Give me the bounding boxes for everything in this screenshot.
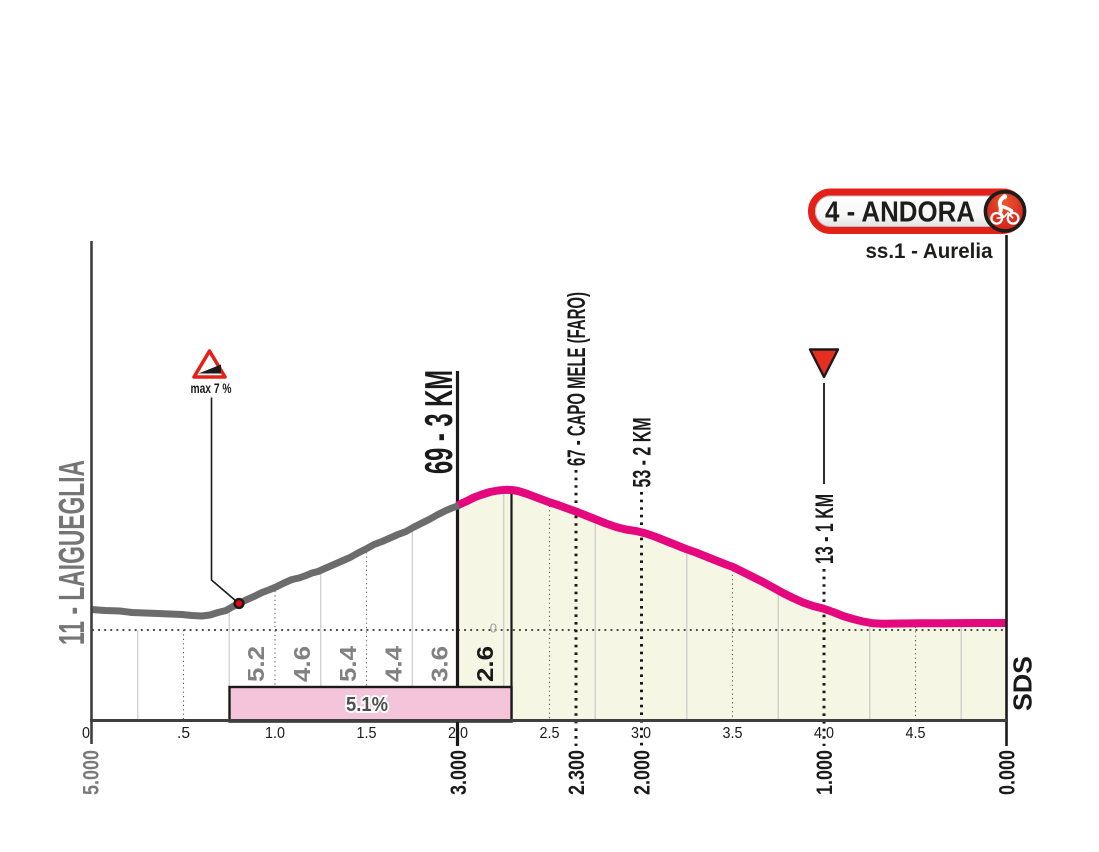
svg-text:2.5: 2.5 — [540, 725, 560, 742]
svg-text:4.5: 4.5 — [906, 725, 926, 742]
svg-text:5.1%: 5.1% — [346, 694, 388, 716]
svg-text:3.6: 3.6 — [426, 646, 452, 682]
svg-text:5.2: 5.2 — [243, 646, 269, 682]
svg-text:53 - 2 KM: 53 - 2 KM — [629, 418, 657, 488]
svg-text:3.000: 3.000 — [446, 750, 471, 795]
svg-text:max 7 %: max 7 % — [191, 381, 232, 396]
svg-text:4 - ANDORA: 4 - ANDORA — [825, 197, 975, 229]
svg-text:5.4: 5.4 — [335, 646, 361, 682]
svg-text:69 - 3 KM: 69 - 3 KM — [418, 370, 461, 474]
svg-text:4.4: 4.4 — [381, 646, 407, 682]
svg-text:.5: .5 — [177, 725, 190, 742]
svg-text:0.000: 0.000 — [995, 750, 1020, 795]
svg-text:5.000: 5.000 — [79, 750, 104, 795]
svg-text:2.000: 2.000 — [630, 750, 655, 795]
svg-text:ss.1 - Aurelia: ss.1 - Aurelia — [866, 240, 993, 263]
svg-text:2.300: 2.300 — [564, 750, 589, 795]
svg-text:1.000: 1.000 — [812, 750, 837, 795]
svg-text:67 - CAPO MELE (FARO): 67 - CAPO MELE (FARO) — [563, 292, 591, 466]
svg-text:SDS: SDS — [1008, 656, 1038, 711]
svg-text:11 - LAIGUEGLIA: 11 - LAIGUEGLIA — [51, 460, 92, 645]
svg-text:2.0: 2.0 — [448, 725, 468, 742]
svg-text:3.0: 3.0 — [631, 725, 651, 742]
svg-text:4.6: 4.6 — [289, 646, 315, 682]
svg-text:0: 0 — [82, 725, 90, 742]
svg-text:1.0: 1.0 — [265, 725, 285, 742]
svg-text:1.5: 1.5 — [357, 725, 377, 742]
svg-text:13 - 1 KM: 13 - 1 KM — [811, 494, 839, 564]
svg-text:2.6: 2.6 — [472, 646, 498, 682]
svg-text:0: 0 — [490, 621, 497, 636]
svg-text:3.5: 3.5 — [723, 725, 743, 742]
svg-text:4.0: 4.0 — [814, 725, 834, 742]
